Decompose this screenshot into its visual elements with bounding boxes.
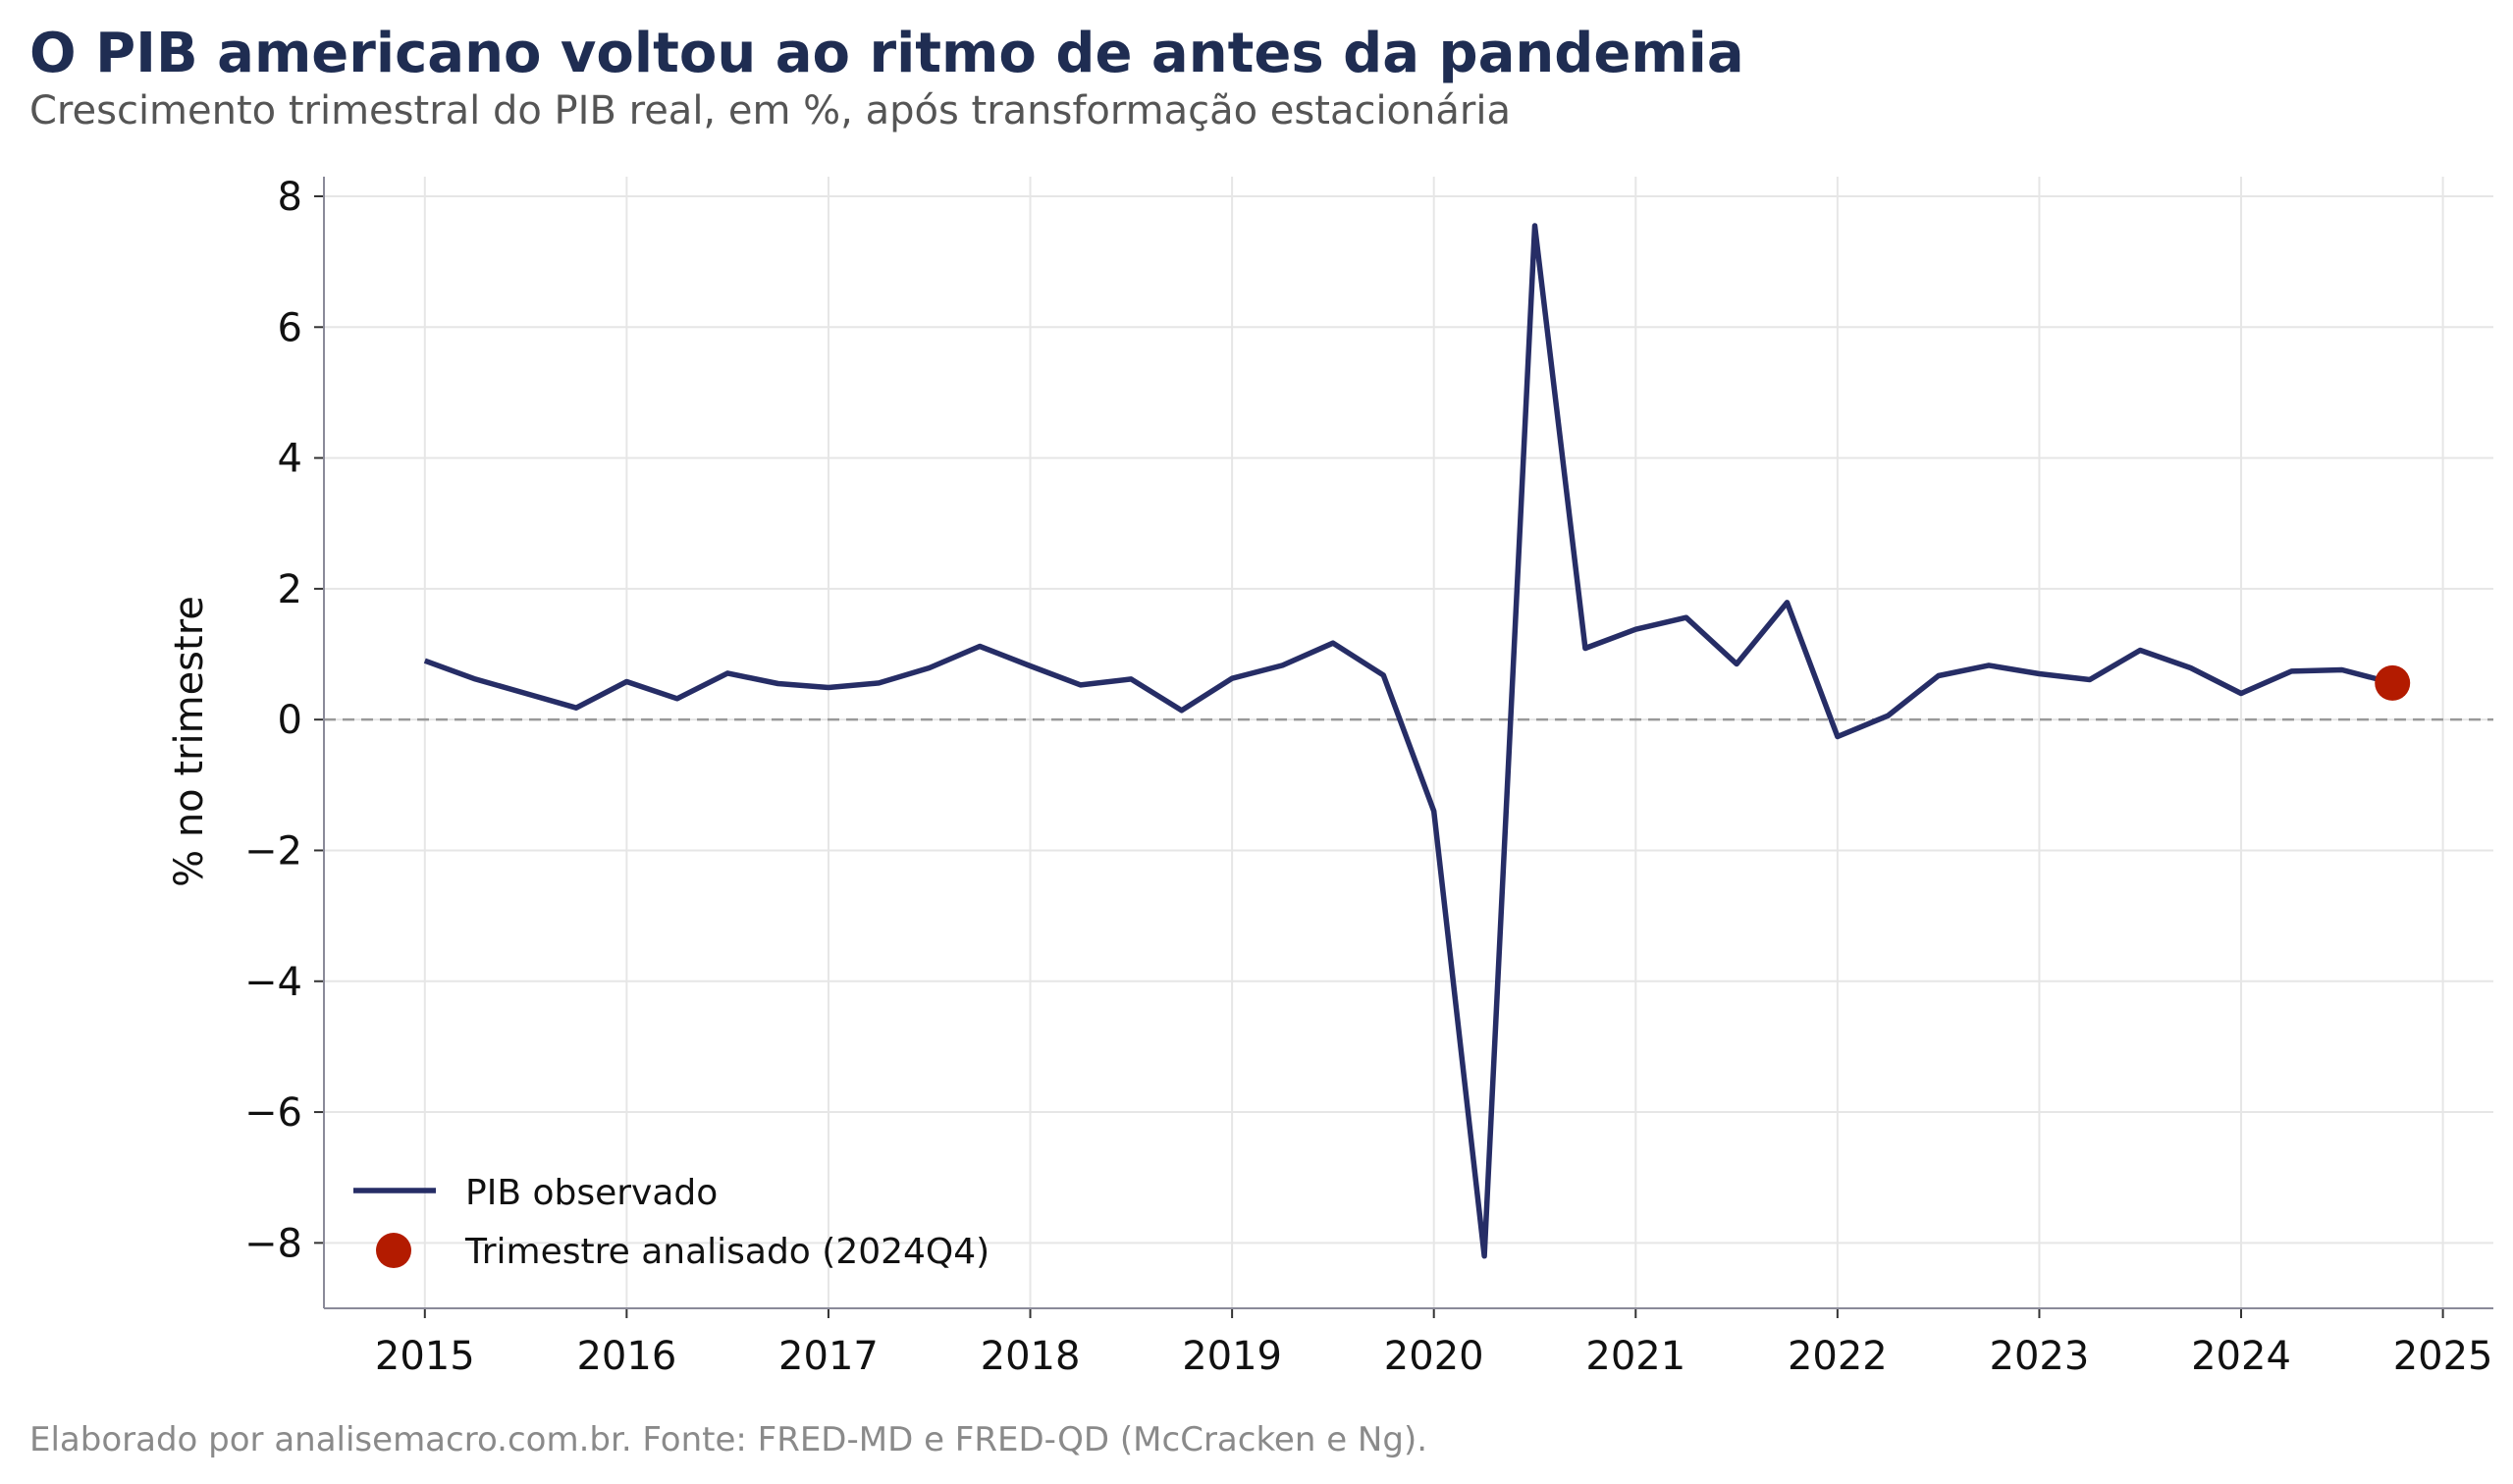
legend-dot-swatch xyxy=(376,1233,411,1268)
x-tick-label: 2020 xyxy=(1384,1334,1484,1379)
legend-label-pib-observado: PIB observado xyxy=(465,1173,718,1213)
y-tick-label: −2 xyxy=(244,828,302,874)
series-line-pib-observado xyxy=(423,223,2393,1259)
y-tick-label: 4 xyxy=(278,437,302,482)
x-tick-label: 2023 xyxy=(1990,1334,2090,1379)
x-tick-label: 2018 xyxy=(981,1334,1081,1379)
x-tick-label: 2025 xyxy=(2393,1334,2493,1379)
x-tick-label: 2015 xyxy=(375,1334,475,1379)
y-tick-label: 8 xyxy=(278,175,302,220)
chart-subtitle: Crescimento trimestral do PIB real, em %… xyxy=(29,88,1511,133)
y-tick-label: −8 xyxy=(244,1221,302,1266)
x-tick-label: 2024 xyxy=(2191,1334,2291,1379)
legend: PIB observado Trimestre analisado (2024Q… xyxy=(353,1173,989,1272)
x-tick-label: 2019 xyxy=(1182,1334,1282,1379)
x-tick-labels: 2015 2016 2017 2018 2019 2020 2021 2022 2023 2024… xyxy=(375,1334,2493,1379)
y-tick-label: −6 xyxy=(244,1090,302,1136)
x-tick-label: 2017 xyxy=(778,1334,879,1379)
chart-title: O PIB americano voltou ao ritmo de antes… xyxy=(29,22,1744,85)
y-tick-label: 6 xyxy=(278,305,302,350)
y-axis-label: % no trimestre xyxy=(167,596,212,887)
y-tick-label: 0 xyxy=(278,698,302,743)
x-tick-label: 2016 xyxy=(576,1334,676,1379)
y-tick-labels: 8 6 4 2 0 −2 −4 −6 −8 xyxy=(244,175,302,1266)
axes xyxy=(314,177,2493,1318)
y-tick-label: −4 xyxy=(244,960,302,1005)
y-tick-label: 2 xyxy=(278,567,302,612)
highlight-point-2024q4 xyxy=(2375,664,2411,701)
source-caption: Elaborado por analisemacro.com.br. Fonte… xyxy=(29,1420,1428,1459)
x-tick-label: 2021 xyxy=(1585,1334,1685,1379)
x-tick-label: 2022 xyxy=(1788,1334,1888,1379)
legend-label-trimestre-analisado: Trimestre analisado (2024Q4) xyxy=(464,1232,989,1272)
